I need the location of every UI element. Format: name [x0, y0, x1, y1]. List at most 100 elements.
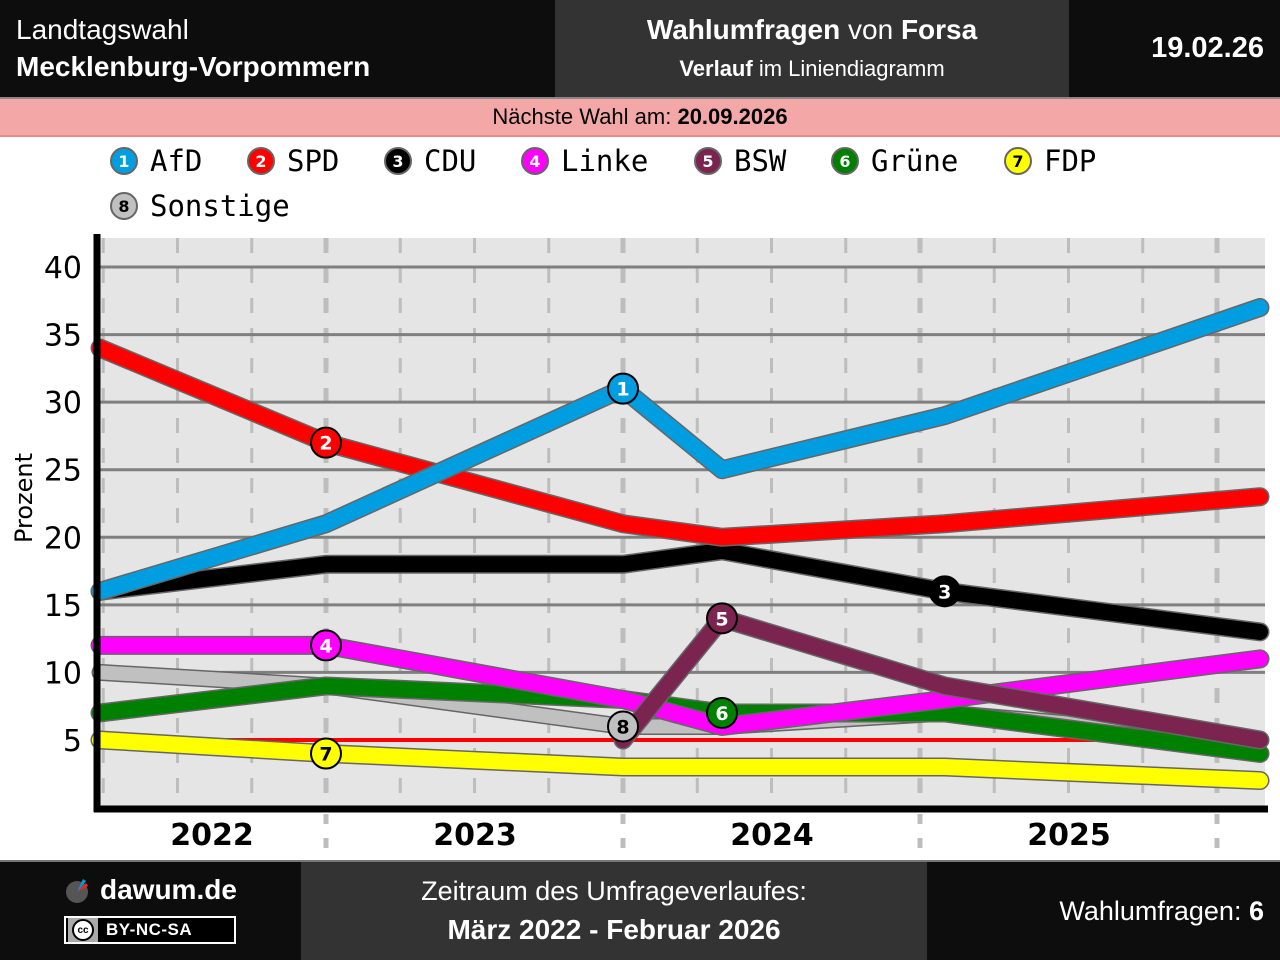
legend-item-afd: 1 AfD — [110, 143, 202, 179]
x-tick-label: 2023 — [433, 818, 517, 853]
publish-date: 19.02.26 — [1151, 32, 1264, 64]
series-line-bsw — [615, 610, 1268, 748]
series-marker-afd: 1 — [607, 372, 639, 405]
dawum-logo[interactable]: dawum.de — [64, 874, 237, 906]
series-line-afd — [92, 299, 1268, 600]
title-institute: Forsa — [900, 14, 978, 45]
marker-circle — [607, 372, 639, 405]
legend-label: Grüne — [871, 144, 959, 178]
marker-circle — [706, 602, 738, 635]
legend-badge-icon: 1 — [110, 147, 138, 175]
footer: dawum.de cc BY-NC-SA Zeitraum des Umfrag… — [0, 860, 1280, 960]
marker-circle — [310, 426, 342, 459]
legend-label: BSW — [734, 144, 787, 178]
y-tick-label: 5 — [63, 724, 82, 759]
series-marker-linke: 4 — [310, 629, 342, 662]
title-von: von — [840, 14, 901, 45]
y-tick-labels: 5 10 15 20 25 30 35 40 — [44, 251, 82, 759]
series-line-fdp — [92, 731, 1268, 789]
legend-badge-icon: 8 — [110, 192, 138, 220]
legend-badge-icon: 3 — [384, 147, 412, 175]
chart-subtitle: Verlauf im Liniendiagramm — [555, 56, 1069, 82]
legend-badge-icon: 2 — [247, 147, 275, 175]
license-badge[interactable]: cc BY-NC-SA — [64, 916, 236, 944]
next-election-bar: Nächste Wahl am: 20.09.2026 — [0, 97, 1280, 137]
marker-number: 4 — [319, 635, 332, 657]
pie-logo-icon — [66, 879, 88, 903]
footer-brand: dawum.de cc BY-NC-SA — [0, 862, 300, 960]
legend-label: SPD — [287, 144, 340, 178]
series-marker-spd: 2 — [310, 426, 342, 459]
marker-number: 2 — [319, 433, 332, 455]
marker-number: 5 — [715, 608, 728, 630]
legend-item-gruene: 6 Grüne — [831, 143, 958, 179]
y-tick-label: 25 — [44, 454, 82, 489]
y-tick-label: 10 — [44, 656, 82, 691]
x-tick-label: 2022 — [170, 818, 254, 853]
series-marker-cdu: 3 — [928, 575, 961, 608]
header-subtitle-block: Wahlumfragen von Forsa Verlauf im Linien… — [555, 0, 1069, 97]
header: Landtagswahl Mecklenburg-Vorpommern Wahl… — [0, 0, 1280, 97]
y-tick-label: 35 — [44, 319, 82, 354]
chart-title: Wahlumfragen von Forsa — [555, 14, 1069, 46]
series-line-spd — [92, 340, 1268, 546]
footer-period: Zeitraum des Umfrageverlaufes: März 2022… — [301, 862, 927, 960]
legend-badge-icon: 4 — [521, 147, 549, 175]
legend-label: Sonstige — [150, 189, 290, 223]
series-marker-bsw: 5 — [706, 602, 738, 635]
x-tick-label: 2024 — [730, 818, 814, 853]
logo-text: dawum.de — [100, 874, 237, 905]
y-tick-label: 40 — [44, 251, 82, 286]
header-date-block: 19.02.26 — [1069, 0, 1280, 97]
marker-circle — [928, 575, 961, 608]
poll-count-label: Wahlumfragen: — [1059, 896, 1249, 926]
license-text: BY-NC-SA — [106, 920, 193, 939]
header-title-block: Landtagswahl Mecklenburg-Vorpommern — [0, 0, 555, 97]
y-tick-label: 20 — [44, 521, 82, 556]
marker-circle — [310, 629, 342, 662]
cc-icon: cc — [68, 918, 98, 942]
series-lines — [90, 298, 1270, 791]
legend-item-linke: 4 Linke — [521, 143, 648, 179]
election-type: Landtagswahl — [16, 14, 189, 45]
x-tick-labels: 2022 2023 2024 2025 — [170, 818, 1111, 853]
period-label: Zeitraum des Umfrageverlaufes: — [421, 876, 807, 906]
state-name: Mecklenburg-Vorpommern — [16, 51, 371, 82]
legend-item-fdp: 7 FDP — [1004, 143, 1096, 179]
series-marker-fdp: 7 — [310, 737, 342, 770]
legend-badge-icon: 7 — [1004, 147, 1032, 175]
legend-label: CDU — [424, 144, 477, 178]
y-tick-label: 15 — [44, 589, 82, 624]
legend-label: Linke — [561, 144, 649, 178]
next-election-label: Nächste Wahl am: — [492, 104, 678, 129]
marker-number: 8 — [616, 716, 629, 738]
marker-circle — [310, 737, 342, 770]
legend-badge-icon: 5 — [694, 147, 722, 175]
series-markers: 1 2 3 4 5 6 7 8 — [310, 372, 961, 770]
legend-label: FDP — [1044, 144, 1097, 178]
legend-badge-icon: 6 — [831, 147, 859, 175]
series-line-cdu — [92, 542, 1268, 640]
series-marker-sonstige: 8 — [607, 710, 639, 743]
series-marker-grüne: 6 — [706, 696, 738, 729]
poll-count: Wahlumfragen: 6 — [1059, 896, 1264, 927]
marker-number: 7 — [319, 744, 332, 766]
legend-item-spd: 2 SPD — [247, 143, 339, 179]
marker-number: 6 — [715, 703, 728, 725]
legend-item-sonstige: 8 Sonstige — [110, 188, 290, 224]
marker-number: 1 — [616, 379, 629, 401]
y-axis-label: Prozent — [10, 453, 38, 543]
title-polls: Wahlumfragen — [646, 14, 841, 45]
marker-circle — [706, 696, 738, 729]
period-value: März 2022 - Februar 2026 — [447, 914, 781, 945]
legend-label: AfD — [150, 144, 203, 178]
legend-item-bsw: 5 BSW — [694, 143, 786, 179]
poll-count-value: 6 — [1248, 896, 1264, 926]
subtitle-bold: Verlauf — [679, 56, 753, 81]
next-election-date: 20.09.2026 — [677, 104, 788, 129]
marker-circle — [607, 710, 639, 743]
y-tick-label: 30 — [44, 386, 82, 421]
legend-item-cdu: 3 CDU — [384, 143, 476, 179]
subtitle-rest: im Liniendiagramm — [752, 56, 945, 81]
